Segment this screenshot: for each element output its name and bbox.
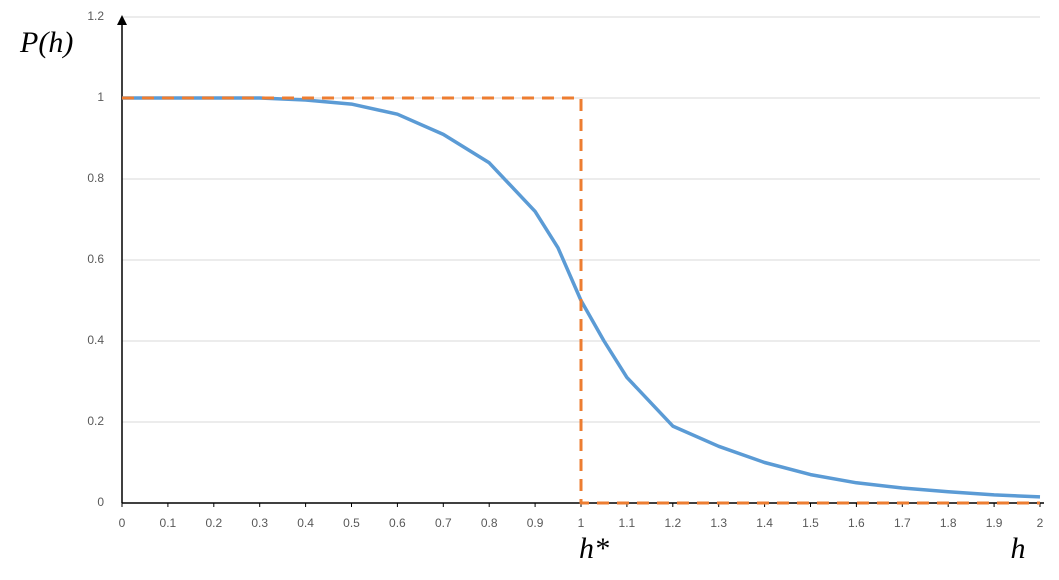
x-tick-label: 1.8 xyxy=(940,516,957,530)
x-tick-label: 1.9 xyxy=(986,516,1003,530)
x-tick-label: 1 xyxy=(578,516,585,530)
x-tick-label: 0.9 xyxy=(527,516,544,530)
x-tick-label: 0.4 xyxy=(297,516,314,530)
x-tick-label: 1.4 xyxy=(756,516,773,530)
x-axis-label: h xyxy=(1011,532,1026,565)
x-tick-label: 0.5 xyxy=(343,516,360,530)
x-tick-label: 1.2 xyxy=(664,516,681,530)
y-tick-label: 0.6 xyxy=(87,252,104,266)
y-axis-arrow xyxy=(117,15,127,25)
x-tick-label: 0.7 xyxy=(435,516,452,530)
y-tick-label: 1.2 xyxy=(87,9,104,23)
x-tick-label: 0.2 xyxy=(205,516,222,530)
x-tick-label: 0.1 xyxy=(160,516,177,530)
y-tick-label: 0.2 xyxy=(87,414,104,428)
x-tick-label: 1.6 xyxy=(848,516,865,530)
x-tick-label: 0.6 xyxy=(389,516,406,530)
curve-line xyxy=(122,96,1041,499)
x-tick-label: 1.1 xyxy=(619,516,636,530)
x-tick-label: 0 xyxy=(119,516,126,530)
step-line xyxy=(122,96,1040,505)
x-tick-label: 0.3 xyxy=(251,516,268,530)
y-tick-label: 0.8 xyxy=(87,171,104,185)
y-tick-label: 1 xyxy=(97,90,104,104)
x-tick-label: 1.3 xyxy=(710,516,727,530)
y-tick-label: 0 xyxy=(97,495,104,509)
y-tick-label: 0.4 xyxy=(87,333,104,347)
x-tick-label: 1.7 xyxy=(894,516,911,530)
x-tick-label: 0.8 xyxy=(481,516,498,530)
y-axis-label: P(h) xyxy=(19,26,73,59)
x-tick-label: 1.5 xyxy=(802,516,819,530)
annotation: h* xyxy=(579,532,609,565)
x-tick-label: 2 xyxy=(1037,516,1044,530)
